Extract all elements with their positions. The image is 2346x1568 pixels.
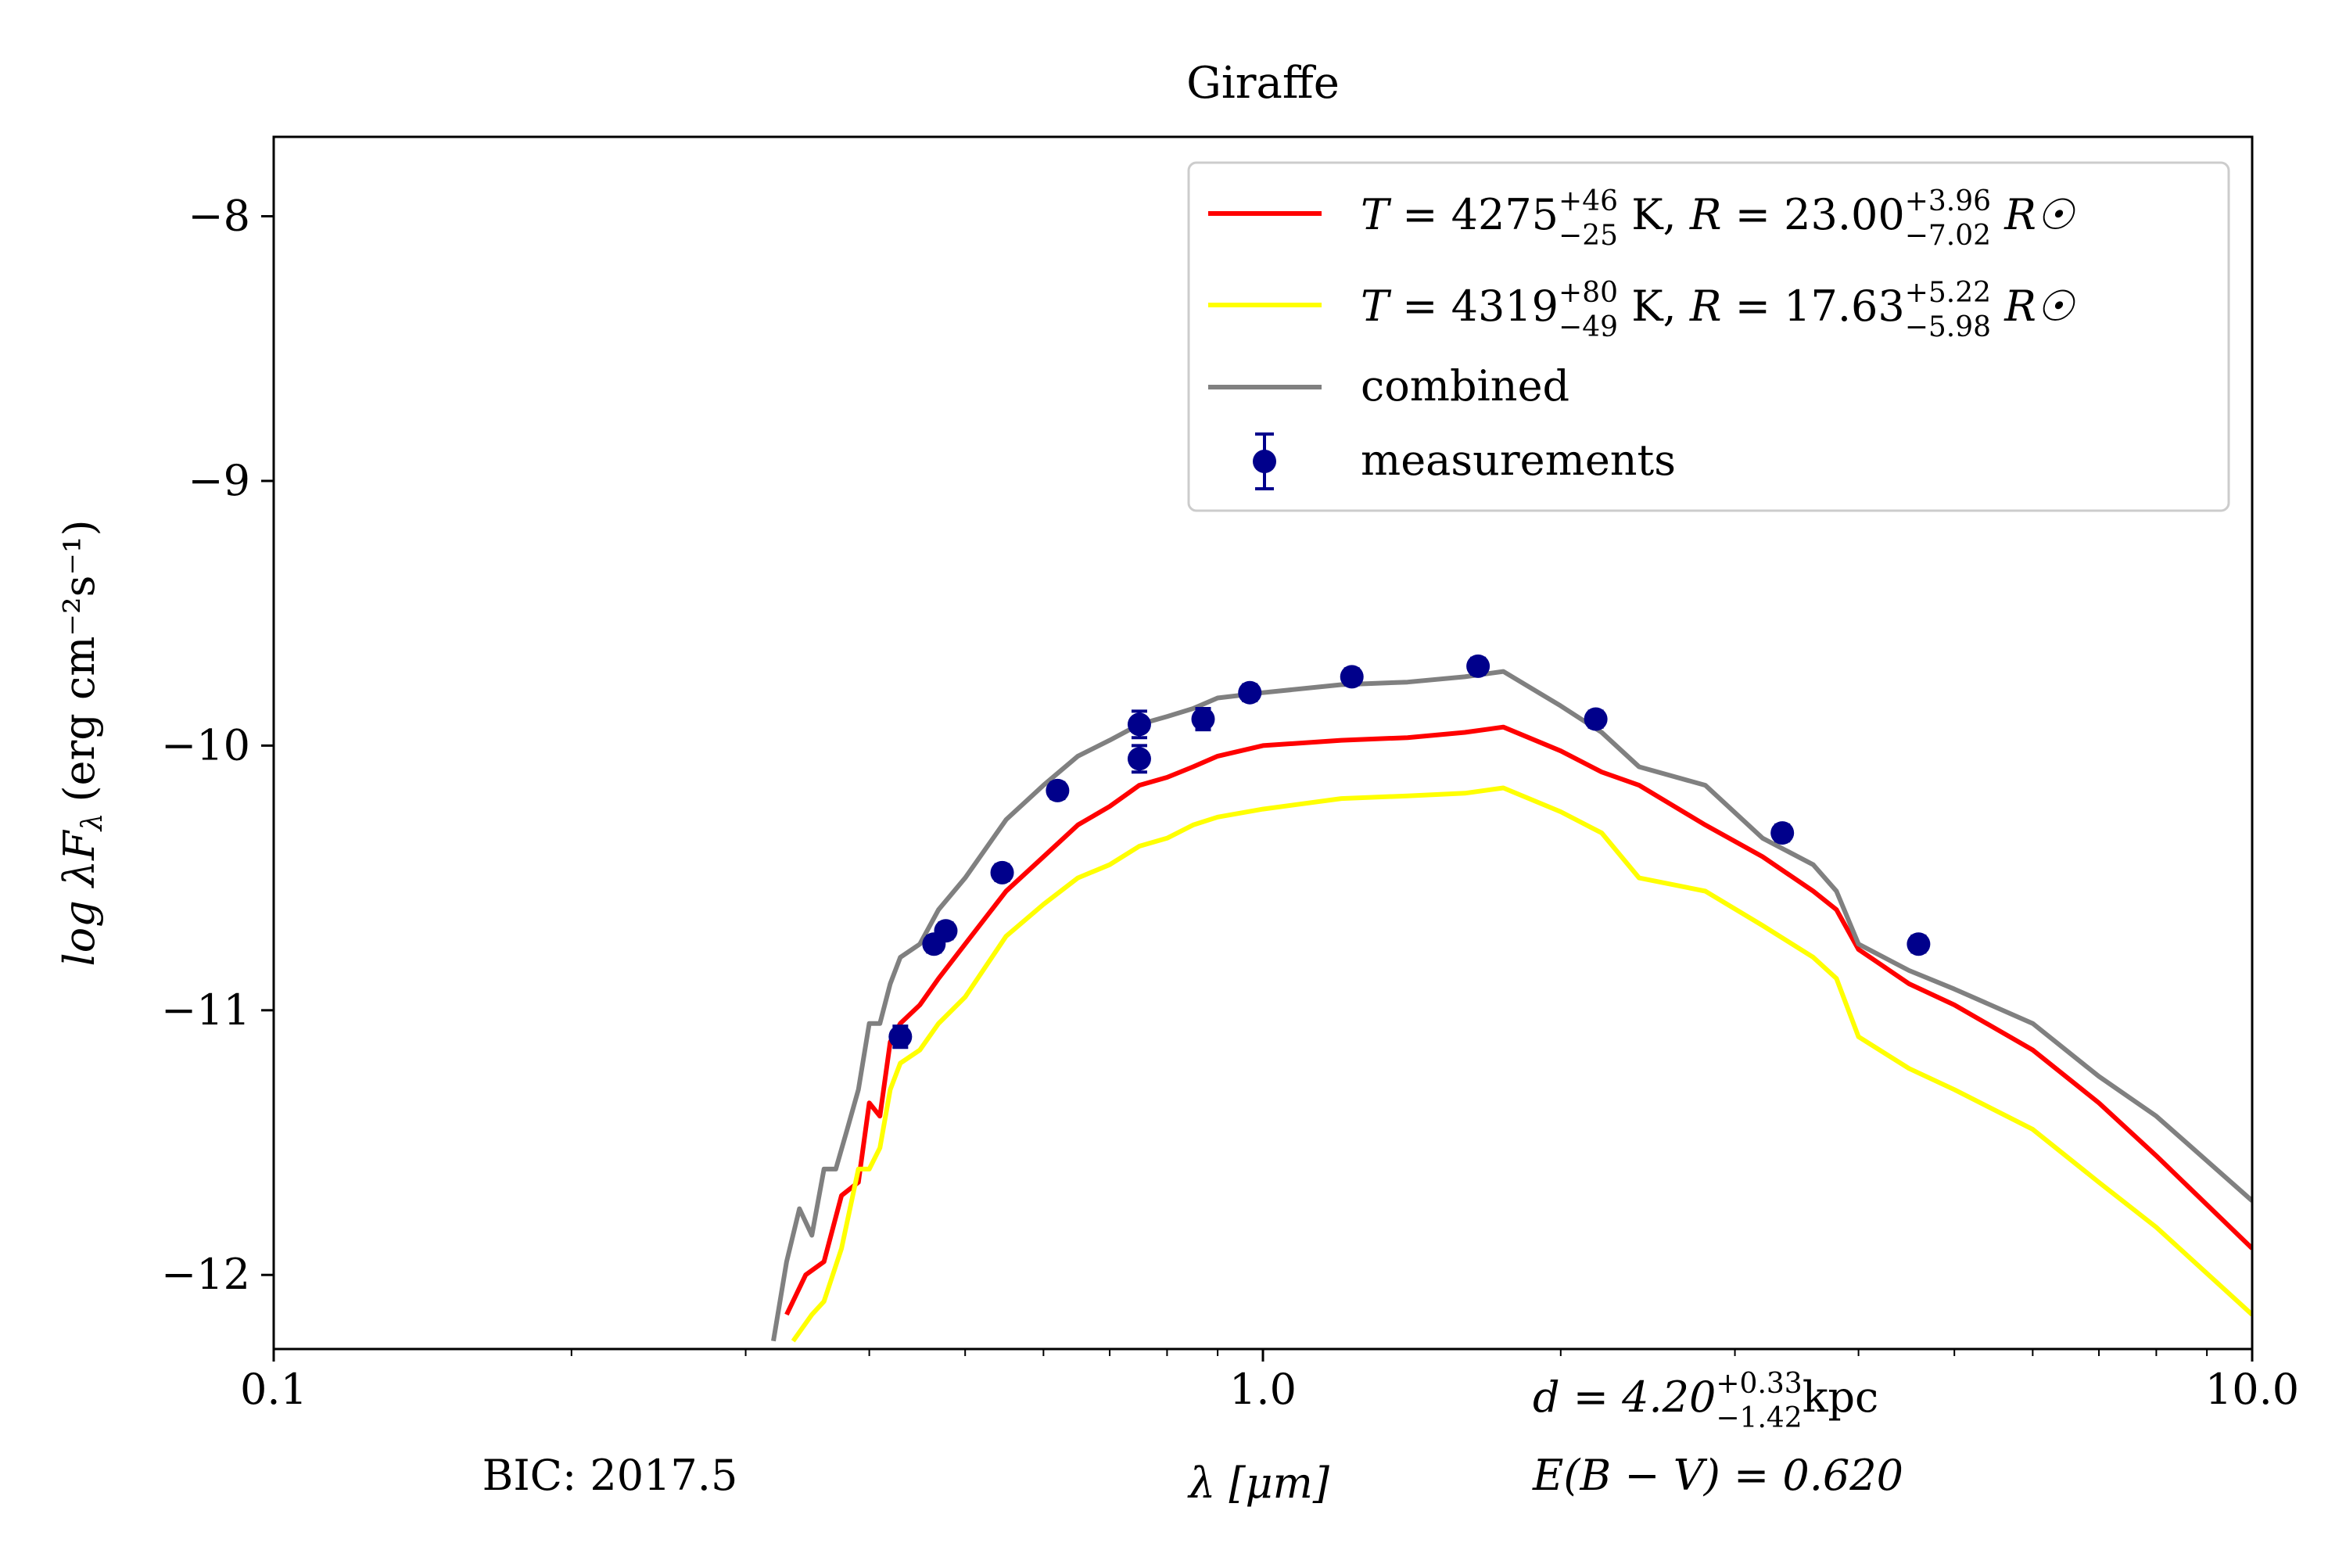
- x-tick-label: 10.0: [2205, 1365, 2299, 1414]
- measurement-point: [1127, 744, 1151, 774]
- x-tick-label: 1.0: [1229, 1365, 1297, 1414]
- measurement-point: [1466, 654, 1490, 678]
- series-line-2: [771, 669, 2252, 1342]
- extinction-annotation: E(B − V) = 0.620: [1532, 1451, 1903, 1500]
- series-line-0: [784, 724, 2252, 1316]
- legend-label-combined: combined: [1361, 361, 1569, 411]
- series-line-1: [791, 785, 2252, 1343]
- legend-label-red: T = 4275+46 −25 K, R = 23.00+3.96 −7.02 R☉: [1361, 185, 2076, 252]
- x-axis-label: λ [μm]: [1187, 1459, 1330, 1508]
- bic-annotation: BIC: 2017.5: [482, 1451, 738, 1500]
- y-tick-label: −12: [161, 1250, 250, 1299]
- y-tick-label: −10: [161, 720, 250, 770]
- legend: T = 4275+46 −25 K, R = 23.00+3.96 −7.02 R☉…: [1187, 161, 2230, 512]
- distance-annotation: d = 4.20+0.33 −1.42kpc: [1533, 1368, 1878, 1434]
- legend-box: [1187, 161, 2230, 512]
- measurement-point: [888, 1024, 913, 1050]
- measurement-point: [934, 919, 958, 943]
- measurement-point: [1238, 680, 1262, 705]
- measurement-point: [1046, 778, 1070, 802]
- measurement-point: [1191, 707, 1215, 732]
- measurement-point: [1584, 707, 1608, 731]
- x-axis: 0.1 1.0 10.0: [240, 1349, 2299, 1414]
- legend-marker-measurements: [1253, 432, 1276, 490]
- y-axis-label: log λFλ(erg cm⁻²s⁻¹): [55, 519, 109, 966]
- legend-label-measurements: measurements: [1361, 436, 1676, 485]
- measurement-layer: [888, 654, 1931, 1050]
- y-tick-label: −9: [188, 456, 250, 505]
- x-tick-label: 0.1: [240, 1365, 307, 1414]
- y-tick-label: −8: [188, 192, 250, 241]
- y-axis: −8 −9 −10 −11 −12: [161, 192, 274, 1299]
- measurement-point: [1770, 821, 1795, 845]
- measurement-point: [1907, 932, 1931, 956]
- legend-label-yellow: T = 4319+80 −49 K, R = 17.63+5.22 −5.98 R☉: [1361, 277, 2076, 343]
- measurement-point: [1127, 709, 1151, 740]
- series-layer: [771, 669, 2252, 1343]
- measurement-point: [990, 860, 1014, 884]
- measurement-point: [1340, 665, 1364, 689]
- chart-title: Giraffe: [1186, 58, 1340, 109]
- y-tick-label: −11: [161, 985, 250, 1035]
